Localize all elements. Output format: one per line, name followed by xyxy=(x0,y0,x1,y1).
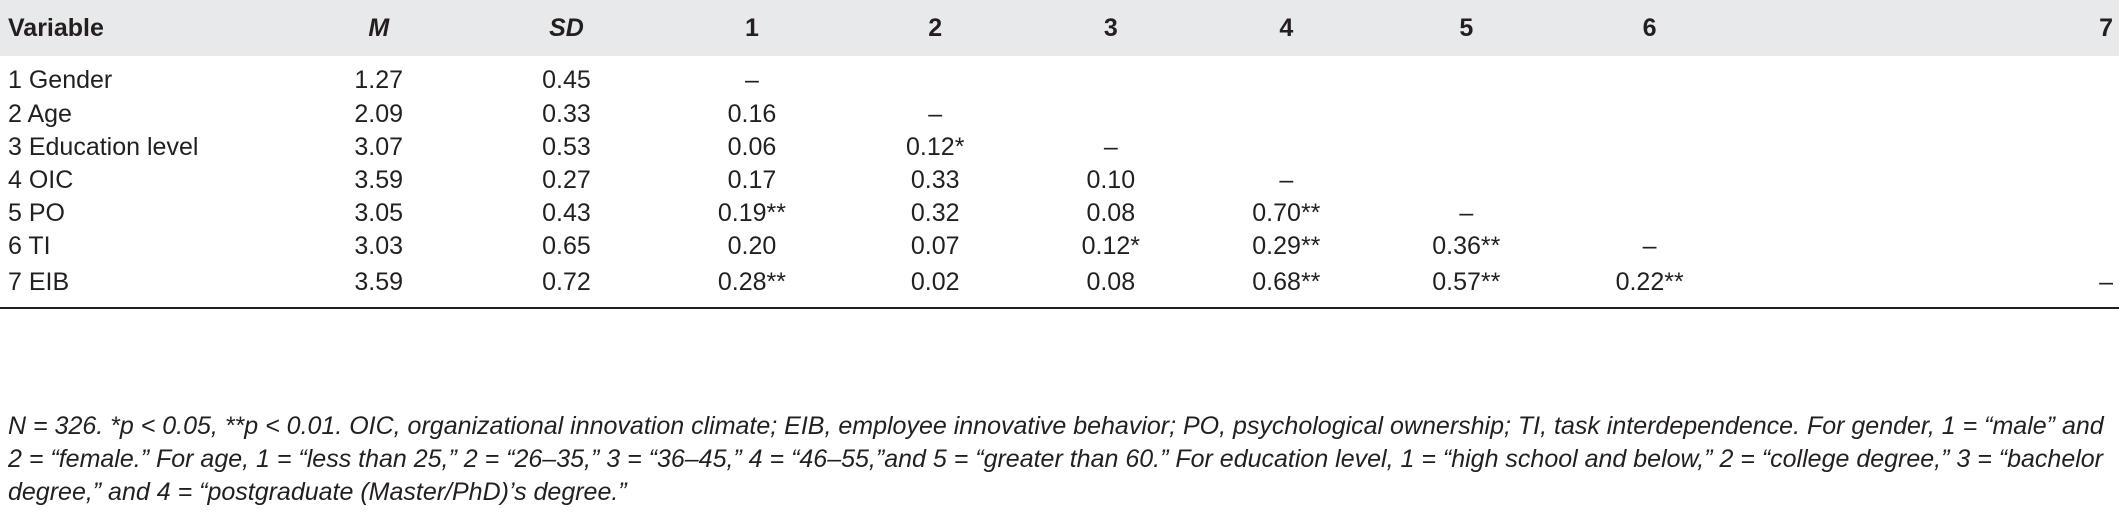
table-cell xyxy=(1555,56,1745,98)
table-row: 4 OIC 3.59 0.27 0.17 0.33 0.10 – xyxy=(0,164,2119,197)
table-cell xyxy=(1378,56,1555,98)
correlation-table: Variable M SD 1 2 3 4 5 6 7 1 Gender 1.2… xyxy=(0,0,2119,308)
table-cell: – xyxy=(1279,166,1294,194)
header-col-6: 6 xyxy=(1642,13,1657,42)
table-cell: 0.45 xyxy=(542,65,591,94)
table-cell: 3.59 xyxy=(354,166,404,194)
correlation-table-container: Variable M SD 1 2 3 4 5 6 7 1 Gender 1.2… xyxy=(0,0,2119,308)
table-cell: 0.43 xyxy=(542,199,591,227)
table-cell: 2.09 xyxy=(354,100,404,128)
table-cell: 0.53 xyxy=(542,133,591,161)
table-cell: 6 TI xyxy=(8,232,51,260)
table-cell: 0.36** xyxy=(1432,232,1501,260)
table-cell: 3.07 xyxy=(354,133,404,161)
table-cell: – xyxy=(744,65,759,94)
table-cell: 0.07 xyxy=(910,232,960,260)
header-sd: SD xyxy=(549,13,584,42)
table-cell: 0.17 xyxy=(727,166,777,194)
header-col-5: 5 xyxy=(1459,13,1474,42)
table-cell: 0.32 xyxy=(910,199,960,227)
header-col-7: 7 xyxy=(2099,13,2113,42)
table-cell: 5 PO xyxy=(8,199,65,227)
table-cell: 0.19** xyxy=(717,199,786,227)
header-row: Variable M SD 1 2 3 4 5 6 7 xyxy=(0,0,2119,56)
table-cell: 3.59 xyxy=(354,267,404,296)
table-row: 2 Age 2.09 0.33 0.16 – xyxy=(0,98,2119,131)
table-cell xyxy=(1195,56,1378,98)
table-cell: 0.57** xyxy=(1432,267,1501,296)
header-mean: M xyxy=(368,13,390,42)
table-cell: 0.12* xyxy=(1081,232,1140,260)
table-cell: 3.03 xyxy=(354,232,404,260)
table-row: 1 Gender 1.27 0.45 – xyxy=(0,56,2119,98)
table-cell: 7 EIB xyxy=(8,267,70,296)
table-row: 6 TI 3.03 0.65 0.20 0.07 0.12* 0.29** 0.… xyxy=(0,230,2119,263)
table-cell: 1 Gender xyxy=(8,65,113,94)
header-col-2: 2 xyxy=(928,13,943,42)
table-row: 7 EIB 3.59 0.72 0.28** 0.02 0.08 0.68** … xyxy=(0,263,2119,308)
table-cell: 0.72 xyxy=(542,267,591,296)
table-cell: 0.16 xyxy=(727,100,777,128)
table-cell xyxy=(1027,56,1195,98)
table-cell: 3 Education level xyxy=(8,133,199,161)
table-cell: 1.27 xyxy=(354,65,404,94)
table-cell: 0.33 xyxy=(910,166,960,194)
table-cell xyxy=(1745,164,2119,197)
table-cell: 3.05 xyxy=(354,199,404,227)
table-cell: 0.70** xyxy=(1252,199,1321,227)
table-cell: 0.10 xyxy=(1086,166,1136,194)
table-cell: 0.08 xyxy=(1086,199,1136,227)
header-col-1: 1 xyxy=(744,13,759,42)
table-cell: – xyxy=(928,100,943,128)
table-cell xyxy=(1555,197,1745,230)
table-cell xyxy=(1745,131,2119,164)
table-cell: 0.20 xyxy=(727,232,777,260)
table-cell xyxy=(1195,98,1378,131)
table-cell: – xyxy=(1459,199,1474,227)
table-cell: – xyxy=(1642,232,1657,260)
table-cell: 0.08 xyxy=(1086,267,1136,296)
table-cell xyxy=(1027,98,1195,131)
table-cell xyxy=(1555,131,1745,164)
header-col-4: 4 xyxy=(1279,13,1294,42)
header-variable: Variable xyxy=(8,13,104,42)
table-cell: 0.12* xyxy=(906,133,965,161)
table-cell: 4 OIC xyxy=(8,166,74,194)
table-cell xyxy=(1378,164,1555,197)
table-cell: 0.68** xyxy=(1252,267,1321,296)
table-cell: – xyxy=(1103,133,1118,161)
table-cell: 0.33 xyxy=(542,100,591,128)
table-footnote: N = 326. *p < 0.05, **p < 0.01. OIC, org… xyxy=(8,412,2104,506)
table-cell xyxy=(1745,56,2119,98)
table-row: 5 PO 3.05 0.43 0.19** 0.32 0.08 0.70** – xyxy=(0,197,2119,230)
table-row: 3 Education level 3.07 0.53 0.06 0.12* – xyxy=(0,131,2119,164)
table-cell xyxy=(1745,197,2119,230)
table-cell xyxy=(1195,131,1378,164)
table-cell: 0.27 xyxy=(542,166,591,194)
table-cell xyxy=(844,56,1027,98)
table-cell xyxy=(1378,131,1555,164)
table-cell xyxy=(1555,164,1745,197)
table-cell xyxy=(1745,230,2119,263)
table-cell: 0.22** xyxy=(1615,267,1684,296)
table-cell: – xyxy=(2099,267,2113,296)
table-cell xyxy=(1555,98,1745,131)
table-cell xyxy=(1745,98,2119,131)
table-cell: 0.06 xyxy=(727,133,777,161)
table-cell: 0.02 xyxy=(910,267,960,296)
table-cell: 0.28** xyxy=(717,267,786,296)
table-cell xyxy=(1378,98,1555,131)
table-cell: 0.29** xyxy=(1252,232,1321,260)
table-cell: 2 Age xyxy=(8,100,72,128)
header-col-3: 3 xyxy=(1103,13,1118,42)
table-cell: 0.65 xyxy=(542,232,591,260)
